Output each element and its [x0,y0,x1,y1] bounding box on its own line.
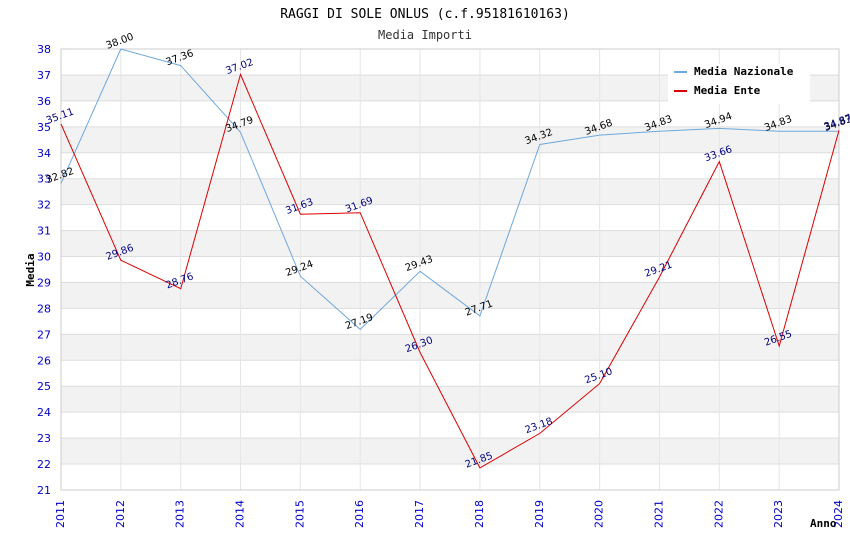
plot-band [61,178,839,205]
y-tick-label: 27 [37,328,51,341]
y-tick-label: 25 [37,380,51,393]
y-axis-label: Media [24,253,37,286]
x-tick-label: 2021 [652,500,665,528]
x-tick-label: 2014 [234,500,247,528]
y-tick-label: 33 [37,173,51,186]
plot-band [61,386,839,413]
data-label: 25.10 [583,366,614,386]
y-tick-label: 32 [37,199,51,212]
data-label: 35.11 [45,107,76,127]
y-tick-label: 31 [37,225,51,238]
y-tick-label: 30 [37,251,51,264]
grid-lines [60,48,840,491]
y-tick-label: 23 [37,432,51,445]
x-axis-ticks: 2011 2012 2013 2014 2015 2016 2017 2018 2019 2020… [54,500,845,528]
y-tick-label: 24 [37,406,51,419]
x-tick-label: 2012 [114,500,127,528]
plot-band [61,230,839,257]
series-line-media-nazionale [60,48,839,331]
y-tick-label: 21 [37,484,51,497]
legend-label-media-nazionale: Media Nazionale [694,65,794,78]
y-tick-label: 29 [37,276,51,289]
x-tick-label: 2018 [473,500,486,528]
y-tick-label: 35 [37,121,51,134]
plot-band [61,334,839,361]
y-tick-label: 28 [37,302,51,315]
legend: Media Nazionale Media Ente [668,64,810,104]
data-label: 23.18 [524,416,555,436]
y-tick-label: 38 [37,43,51,56]
plot-frame [60,48,840,491]
series-lines [60,48,840,469]
x-tick-label: 2019 [533,500,546,528]
x-tick-label: 2016 [353,500,366,528]
x-tick-label: 2013 [174,500,187,528]
plot-background-bands [61,74,839,465]
series-line-media-ente [60,72,840,469]
chart-subtitle: Media Importi [378,28,472,42]
x-tick-label: 2017 [413,500,426,528]
y-tick-label: 37 [37,69,51,82]
legend-label-media-ente: Media Ente [694,84,761,97]
plot-band [61,126,839,153]
data-label: 29.21 [643,260,674,280]
y-axis-ticks: 21 22 23 24 25 26 27 28 29 30 31 32 33 34 35 36 37 38 [37,43,51,497]
y-tick-label: 36 [37,95,51,108]
chart-title: RAGGI DI SOLE ONLUS (c.f.95181610163) [280,7,570,22]
y-tick-label: 22 [37,458,51,471]
x-tick-label: 2023 [772,500,785,528]
y-tick-label: 34 [37,147,51,160]
x-tick-label: 2011 [54,500,67,528]
x-tick-label: 2020 [593,500,606,528]
x-tick-label: 2024 [832,500,845,528]
x-tick-label: 2015 [293,500,306,528]
x-axis-label: Anno [810,517,837,530]
x-tick-label: 2022 [712,500,725,528]
data-label: 37.02 [224,57,255,77]
plot-band [61,438,839,465]
data-label: 29.24 [284,259,315,279]
y-tick-label: 26 [37,354,51,367]
plot-band [61,282,839,309]
legend-box [668,64,810,104]
